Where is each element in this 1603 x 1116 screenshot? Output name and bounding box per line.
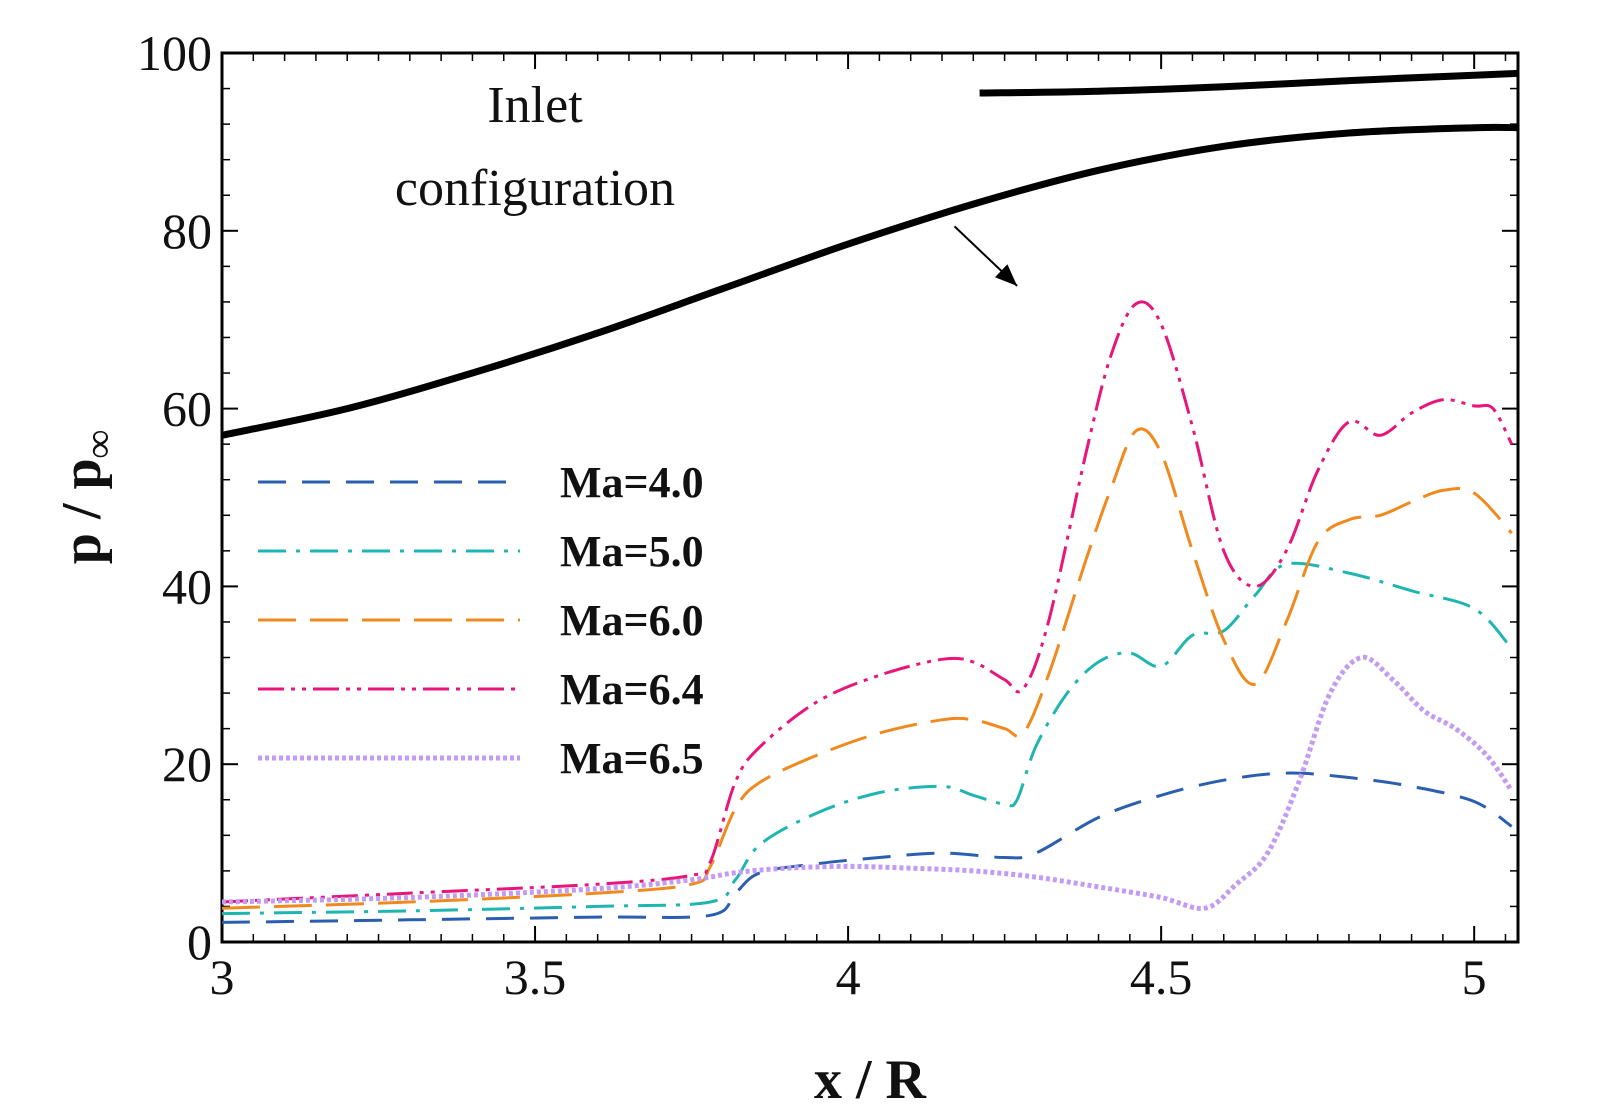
x-tick-label: 3: [210, 949, 235, 1005]
series-line-ma-6-0: [222, 427, 1513, 910]
inlet-label-line1: Inlet: [487, 77, 583, 134]
y-axis-title-slash: /: [51, 489, 113, 533]
y-tick-label: 20: [162, 736, 212, 792]
tick-labels: 3 3.5 4 4.5 5 0 20 40 60 80 100: [137, 25, 1487, 1005]
plot-area-frame: [220, 51, 1520, 944]
legend-label: Ma=6.4: [560, 665, 704, 714]
y-tick-label: 0: [187, 914, 212, 970]
y-axis-title: p / p∞: [51, 430, 121, 564]
series-lines: [222, 300, 1514, 924]
y-axis-title-p: p: [51, 533, 113, 564]
legend-label: Ma=6.5: [560, 734, 704, 783]
inlet-outer-curve: [222, 123, 1518, 439]
series-line-ma-6-5: [222, 654, 1514, 912]
y-tick-label: 40: [162, 558, 212, 614]
series-line-ma-4-0: [222, 771, 1513, 924]
y-axis-title-inf: ∞: [76, 430, 121, 459]
x-tick-label: 4.5: [1130, 949, 1193, 1005]
inlet-configuration: [222, 69, 1518, 439]
legend-label: Ma=4.0: [560, 458, 704, 507]
inlet-inner-curve: [979, 69, 1518, 97]
x-axis-title: x / R: [814, 1049, 927, 1111]
series-line-ma-6-4: [222, 300, 1514, 904]
y-tick-label: 60: [162, 381, 212, 437]
legend-label: Ma=5.0: [560, 527, 704, 576]
y-tick-label: 100: [137, 25, 212, 81]
x-tick-label: 3.5: [504, 949, 567, 1005]
y-tick-label: 80: [162, 203, 212, 259]
arrow-head: [995, 264, 1018, 286]
x-tick-label: 4: [836, 949, 861, 1005]
inlet-arrow: [953, 225, 1018, 287]
inlet-label-line2: configuration: [395, 160, 675, 217]
legend: Ma=4.0 Ma=5.0 Ma=6.0 Ma=6.4 Ma=6.5: [258, 458, 704, 783]
axis-ticks: [221, 52, 1518, 943]
series-line-ma-5-0: [222, 561, 1513, 916]
legend-label: Ma=6.0: [560, 596, 704, 645]
y-axis-title-pinf: p: [51, 458, 113, 489]
x-tick-label: 5: [1462, 949, 1487, 1005]
